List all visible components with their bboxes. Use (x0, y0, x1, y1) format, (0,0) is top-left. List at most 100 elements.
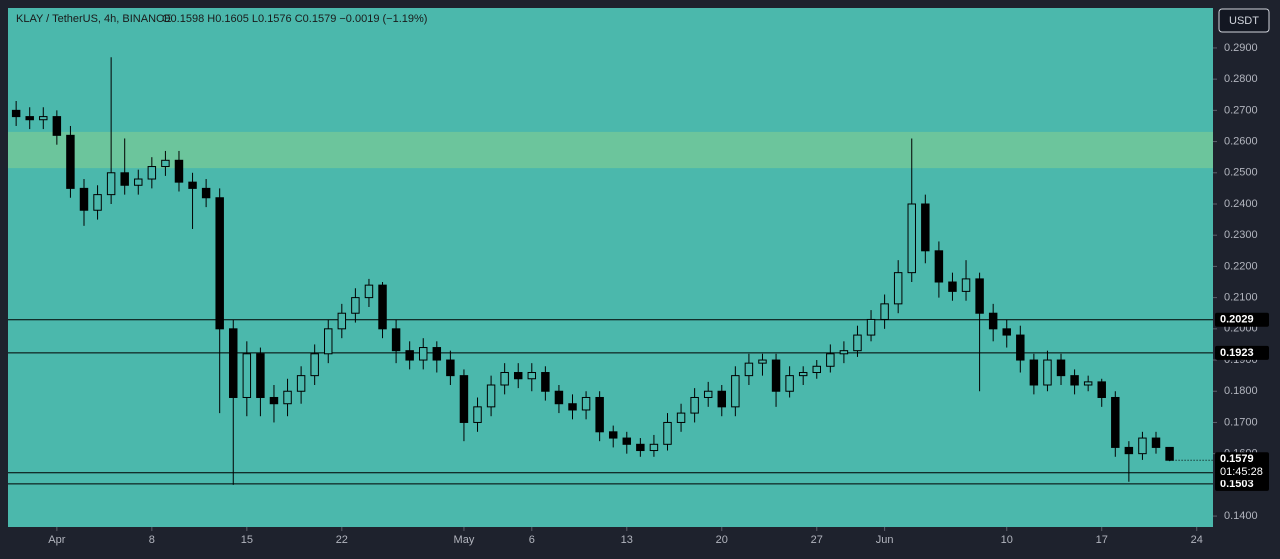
candle-body (1056, 359, 1066, 377)
candle-body (608, 431, 618, 439)
candle-body (364, 284, 374, 299)
candle-body (826, 353, 835, 367)
candle-body (229, 328, 238, 398)
candle-body (663, 421, 672, 445)
candle-body (717, 390, 727, 408)
candle-body (1083, 381, 1093, 386)
candle-body (1151, 437, 1161, 448)
candle-body (106, 172, 116, 196)
candle-body (934, 250, 944, 283)
candle-body (554, 390, 564, 405)
y-tick-label: 0.2200 (1224, 260, 1258, 272)
plot-background (8, 8, 1213, 527)
candle-body (188, 181, 197, 189)
candle-body (256, 353, 265, 398)
candle-body (866, 318, 876, 336)
candle-body (1029, 359, 1039, 386)
candle-body (486, 384, 496, 408)
candle-body (853, 334, 862, 352)
candle-body (310, 353, 319, 377)
y-tick-label: 0.2100 (1224, 292, 1258, 304)
candle-body (798, 372, 808, 377)
level-box (1215, 476, 1269, 491)
y-tick-label: 0.2800 (1224, 73, 1258, 85)
x-tick-label: 6 (529, 534, 535, 546)
x-tick-label: 15 (241, 534, 253, 546)
ohlc-legend: O0.1598 H0.1605 L0.1576 C0.1579 −0.0019 … (162, 13, 427, 25)
candle-body (446, 359, 455, 377)
candle-body (215, 197, 224, 330)
candle-body (473, 406, 482, 423)
candle-body (690, 396, 699, 414)
candle-body (568, 403, 577, 411)
candle-body (988, 312, 998, 330)
plot-area (8, 8, 1213, 527)
candle-body (581, 396, 591, 411)
candle-body (907, 203, 916, 274)
candle-body (513, 372, 523, 380)
candle-body (242, 353, 252, 398)
x-tick-label: 20 (716, 534, 728, 546)
x-tick-label: 17 (1096, 534, 1108, 546)
level-label: 0.2029 (1220, 314, 1254, 326)
candle-body (1043, 359, 1052, 386)
symbol: KLAY / TetherUS, 4h, BINANCE (16, 13, 171, 25)
x-tick-label: 8 (149, 534, 155, 546)
candle-body (676, 412, 686, 423)
zone (8, 131, 1213, 169)
y-tick-label: 0.1400 (1224, 510, 1258, 522)
candle-body (324, 328, 333, 355)
level-label: 0.1923 (1220, 347, 1254, 359)
candle-body (975, 278, 984, 314)
candle-body (541, 372, 550, 392)
candle-body (1111, 396, 1120, 448)
candle-body (731, 375, 740, 408)
candle-body (1138, 437, 1147, 455)
candle-body (500, 372, 509, 386)
candle-body (337, 312, 347, 330)
candle-body (1002, 328, 1011, 336)
candle-body (459, 375, 469, 423)
candle-body (201, 187, 211, 199)
last-price-box (1215, 452, 1269, 481)
candle-body (161, 159, 170, 168)
y-tick-label: 0.2900 (1224, 42, 1258, 54)
candle-body (351, 297, 360, 314)
x-tick-label: May (454, 534, 475, 546)
y-tick-label: 0.2400 (1224, 198, 1258, 210)
candle-body (703, 390, 713, 398)
candle-body (378, 284, 387, 330)
candle-body (296, 375, 306, 392)
candle-body (120, 172, 129, 186)
candle-body (595, 396, 604, 433)
candle-body (419, 347, 428, 361)
x-tick-label: 10 (1001, 534, 1013, 546)
candle-body (839, 350, 849, 355)
x-tick-label: 24 (1191, 534, 1203, 546)
candle-body (948, 281, 957, 292)
y-tick-label: 0.2700 (1224, 104, 1258, 116)
countdown: 01:45:28 (1220, 466, 1263, 478)
y-tick-label: 0.1700 (1224, 416, 1258, 428)
candle-body (25, 116, 34, 121)
candle-body (812, 365, 821, 374)
candle-body (893, 272, 903, 305)
candle-body (744, 362, 754, 377)
y-tick-label: 0.2300 (1224, 229, 1258, 241)
candle-body (66, 134, 75, 189)
candle-body (1097, 381, 1106, 398)
y-tick-label: 0.2600 (1224, 135, 1258, 147)
candle-body (11, 109, 21, 118)
candle-body (147, 166, 157, 180)
currency-label[interactable]: USDT (1229, 15, 1259, 27)
currency-button[interactable] (1218, 8, 1270, 33)
candle-body (134, 178, 143, 186)
candle-body (880, 303, 889, 320)
candle-body (1165, 446, 1174, 461)
candle-body (1070, 375, 1079, 386)
candle-body (527, 372, 537, 380)
candle-body (961, 278, 971, 292)
candle-body (174, 159, 184, 183)
